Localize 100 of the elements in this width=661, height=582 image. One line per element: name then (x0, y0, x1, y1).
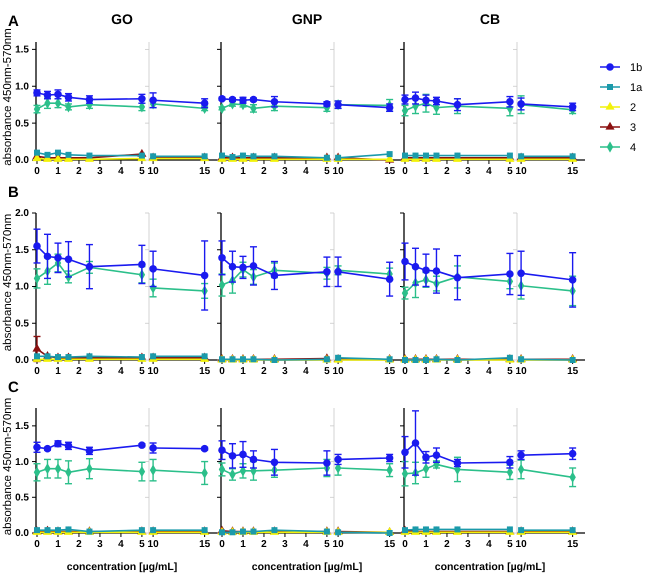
point (401, 96, 409, 104)
point (401, 258, 409, 266)
x-tick-label: 1 (423, 539, 430, 550)
x-tick-label: 1 (55, 166, 62, 178)
y-tick-label: 1.0 (15, 81, 30, 92)
point (432, 451, 440, 459)
point (32, 344, 42, 352)
x-tick-label: 2 (444, 539, 450, 550)
x-tick-label: 2 (76, 166, 82, 178)
y-tick-label: 1.5 (15, 421, 30, 432)
x-tick-label: 4 (486, 366, 492, 378)
point (34, 150, 40, 156)
x-tick-label: 10 (516, 166, 528, 178)
x-tick-label: 2 (261, 166, 268, 178)
text: B (8, 184, 19, 201)
x-tick-label: 1 (240, 366, 246, 378)
point (239, 450, 247, 458)
point (506, 458, 514, 466)
x-tick-label: 4 (303, 366, 310, 378)
point (239, 264, 247, 272)
point (432, 267, 440, 275)
point (454, 357, 460, 363)
x-tick-label: 15 (384, 366, 396, 378)
y-tick-label: 0.5 (15, 118, 30, 130)
y-tick-label: 2.0 (15, 208, 30, 220)
x-tick-label: 0 (402, 166, 408, 178)
legend-label: 2 (630, 102, 636, 114)
x-tick-label: 3 (97, 366, 104, 378)
x-tick-label: 3 (282, 539, 288, 550)
y-axis-title: absorbance 450nm-570nm (2, 214, 14, 352)
chart-title: CB (480, 11, 500, 27)
x-tick-label: 2 (76, 539, 82, 550)
point (323, 459, 331, 467)
x-tick-label: 3 (97, 166, 104, 178)
point (568, 276, 576, 284)
point (149, 265, 157, 273)
y-tick-label: 0.0 (15, 155, 30, 166)
y-axis-title: absorbance 450nm-570nm (2, 398, 14, 536)
x-tick-label: 4 (303, 539, 310, 550)
x-tick-label: 5 (507, 539, 514, 550)
point (149, 444, 157, 452)
x-tick-label: 1 (55, 539, 62, 550)
x-tick-label: 4 (486, 166, 492, 178)
point (33, 89, 41, 97)
point (65, 152, 72, 158)
text: C (8, 379, 19, 396)
x-tick-label: 3 (97, 539, 104, 550)
point (454, 274, 462, 282)
x-tick-label: 15 (567, 166, 579, 178)
x-tick-label: 10 (332, 539, 344, 550)
y-axis-title: absorbance 450nm-570nm (2, 28, 14, 166)
x-tick-label: 2 (261, 366, 268, 378)
x-tick-label: 15 (567, 539, 579, 550)
x-tick-label: 5 (324, 366, 330, 378)
x-tick-label: 2 (76, 366, 82, 378)
point (454, 100, 462, 108)
y-tick-label: 1.5 (15, 244, 30, 256)
x-tick-label: 2 (444, 366, 450, 378)
x-tick-label: 15 (567, 366, 579, 378)
x-tick-label: 5 (139, 366, 146, 378)
point (44, 152, 50, 158)
point (218, 254, 226, 262)
x-axis-title: concentration [µg/mL] (434, 561, 546, 573)
point (138, 152, 145, 159)
point (270, 458, 278, 466)
x-tick-label: 4 (118, 539, 124, 550)
x-tick-label: 3 (465, 166, 472, 178)
point (412, 357, 418, 363)
x-tick-label: 15 (199, 366, 211, 378)
x-tick-label: 10 (332, 166, 344, 178)
legend-label: 1b (630, 62, 642, 74)
point (44, 252, 52, 260)
point (250, 262, 258, 270)
point (422, 266, 430, 274)
y-tick-label: 0.5 (15, 318, 30, 330)
x-axis-title: concentration [µg/mL] (252, 561, 362, 573)
point (386, 530, 393, 536)
point (517, 269, 525, 278)
y-tick-label: 1.5 (15, 44, 30, 56)
x-tick-label: 15 (384, 539, 396, 550)
point (86, 262, 94, 270)
legend-label: 1a (630, 82, 644, 94)
point (323, 268, 331, 276)
x-tick-label: 3 (465, 539, 472, 550)
x-tick-label: 5 (139, 166, 146, 178)
x-tick-label: 5 (507, 166, 514, 178)
chart-title: GNP (292, 11, 322, 27)
x-tick-label: 10 (332, 366, 344, 378)
point (422, 454, 430, 462)
point (517, 451, 525, 459)
text: A (8, 13, 19, 30)
x-tick-label: 4 (303, 166, 310, 178)
legend-label: 4 (630, 142, 636, 154)
point (568, 450, 576, 458)
x-tick-label: 4 (486, 539, 492, 550)
point (412, 94, 420, 102)
x-tick-label: 10 (148, 366, 160, 378)
point (506, 270, 514, 278)
point (54, 150, 61, 156)
x-tick-label: 0 (34, 166, 40, 178)
